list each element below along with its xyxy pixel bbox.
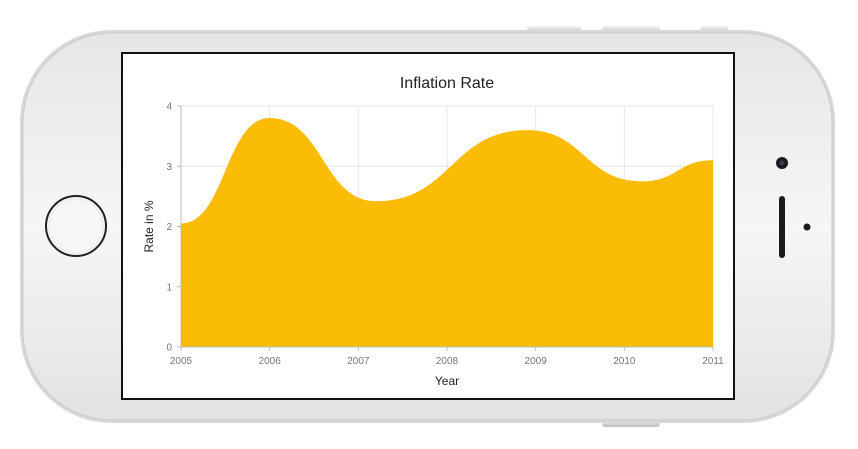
y-tick-label: 1 bbox=[166, 282, 172, 293]
y-tick-label: 4 bbox=[166, 102, 172, 113]
x-tick-label: 2006 bbox=[259, 356, 282, 367]
y-tick-label: 2 bbox=[166, 222, 172, 233]
y-tick-label: 3 bbox=[166, 162, 172, 173]
home-button-ring bbox=[48, 198, 104, 254]
x-axis-title: Year bbox=[435, 374, 459, 388]
front-camera-lens bbox=[779, 160, 785, 166]
y-axis-title: Rate in % bbox=[142, 200, 156, 252]
x-axis-ticks: 2005 2006 2007 2008 2009 2010 2011 bbox=[170, 347, 724, 367]
home-button-icon[interactable] bbox=[45, 195, 107, 257]
x-tick-label: 2010 bbox=[613, 356, 636, 367]
x-tick-label: 2009 bbox=[525, 356, 548, 367]
x-tick-label: 2011 bbox=[702, 356, 724, 367]
x-tick-label: 2007 bbox=[347, 356, 370, 367]
sensor-icon bbox=[803, 223, 811, 231]
y-tick-label: 0 bbox=[166, 343, 172, 354]
x-tick-label: 2005 bbox=[170, 356, 193, 367]
y-axis-ticks: 0 1 2 3 4 bbox=[166, 102, 181, 354]
series-layer bbox=[181, 118, 713, 347]
speaker-grille-icon bbox=[779, 196, 785, 258]
chart-title: Inflation Rate bbox=[400, 75, 494, 92]
area-series bbox=[181, 118, 713, 347]
x-tick-label: 2008 bbox=[436, 356, 459, 367]
